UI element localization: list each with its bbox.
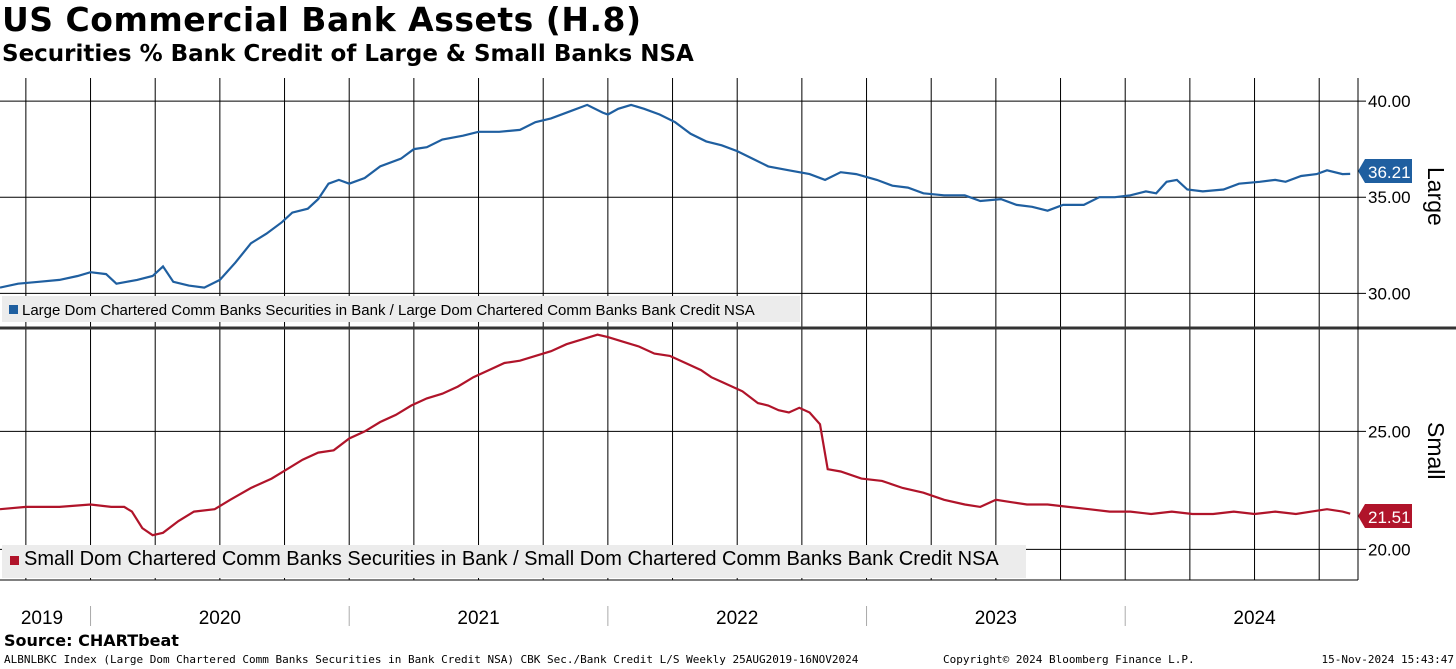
large-legend-box (2, 296, 800, 322)
y-tick-label: 35.00 (1368, 188, 1411, 207)
small-series-line (0, 333, 1351, 537)
footer-copyright: Copyright© 2024 Bloomberg Finance L.P. (943, 653, 1195, 666)
source-label: Source: CHARTbeat (4, 631, 179, 650)
year-label: 2022 (716, 608, 758, 629)
large-banks-panel: Large Dom Chartered Comm Banks Securitie… (0, 92, 1449, 322)
large-side-label: Large (1423, 167, 1449, 226)
x-axis: 2019 2020 2021 2022 2023 2024 (0, 579, 1358, 629)
small-legend-swatch (10, 556, 19, 565)
chart-subtitle: Securities % Bank Credit of Large & Smal… (2, 41, 694, 67)
y-tick-label: 20.00 (1368, 540, 1411, 559)
small-last-value-box (1358, 504, 1412, 528)
year-label: 2021 (457, 608, 499, 629)
y-tick-label: 40.00 (1368, 92, 1411, 111)
large-legend-text: Large Dom Chartered Comm Banks Securitie… (22, 302, 755, 319)
footer-timestamp: 15-Nov-2024 15:43:47 (1321, 653, 1454, 666)
small-last-value: 21.51 (1368, 508, 1411, 527)
large-last-value-tag: 36.21 (1358, 159, 1412, 183)
year-label: 2019 (21, 608, 63, 629)
large-legend-swatch (9, 305, 18, 314)
large-last-value-box (1358, 159, 1412, 183)
small-legend-text: Small Dom Chartered Comm Banks Securitie… (24, 548, 999, 570)
chart-title: US Commercial Bank Assets (H.8) (2, 0, 642, 39)
small-banks-panel: Small Dom Chartered Comm Banks Securitie… (0, 333, 1449, 578)
large-series-line (0, 103, 1351, 289)
y-tick-label: 30.00 (1368, 284, 1411, 303)
small-legend-box (2, 545, 1026, 578)
small-side-label: Small (1423, 422, 1449, 480)
year-label: 2024 (1233, 608, 1276, 629)
y-tick-label: 25.00 (1368, 422, 1411, 441)
year-label: 2020 (199, 608, 241, 629)
large-last-value: 36.21 (1368, 163, 1411, 182)
footer-index-info: ALBNLBKC Index (Large Dom Chartered Comm… (4, 653, 859, 666)
year-label: 2023 (975, 608, 1017, 629)
small-last-value-tag: 21.51 (1358, 504, 1412, 528)
